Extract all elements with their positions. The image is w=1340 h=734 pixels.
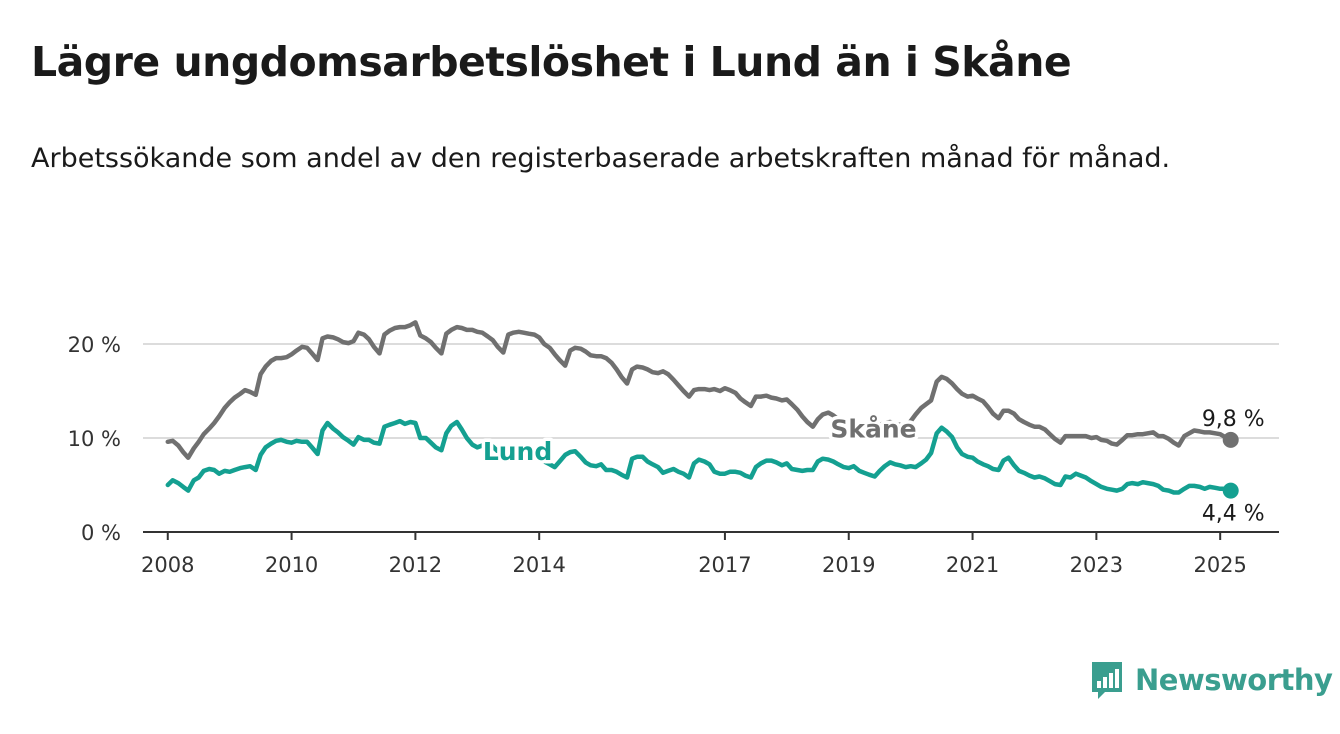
x-tick-label: 2023: [1070, 553, 1123, 577]
series-name-label-skåne: Skåne: [830, 415, 916, 444]
series-name-label-lund: Lund: [483, 437, 552, 466]
series-end-label-skåne: 9,8 %: [1202, 407, 1265, 432]
series-end-point-lund: [1222, 482, 1239, 499]
x-tick-label: 2021: [946, 553, 999, 577]
x-tick-label: 2012: [389, 553, 442, 577]
y-tick-label: 0 %: [81, 521, 121, 545]
x-tick-label: 2008: [141, 553, 194, 577]
y-tick-label: 20 %: [68, 333, 121, 357]
gridlines: [143, 343, 1279, 533]
x-tick-label: 2019: [822, 553, 875, 577]
series-end-label-lund: 4,4 %: [1202, 502, 1265, 527]
line-chart: 0 % 10 % 20 % 2008 2010 2012 2014 2017 2019 2021…: [68, 320, 1279, 577]
x-tick-label: 2017: [698, 553, 751, 577]
y-axis-ticks: 0 % 10 % 20 %: [68, 333, 121, 545]
page-subtitle: Arbetssökande som andel av den registerb…: [31, 143, 1171, 174]
logo-text: Newsworthy: [1135, 663, 1333, 697]
page-title: Lägre ungdomsarbetslöshet i Lund än i Sk…: [31, 38, 1072, 86]
x-axis-ticks: 2008 2010 2012 2014 2017 2019 2021 2023 2025: [141, 532, 1247, 577]
x-tick-label: 2025: [1193, 553, 1246, 577]
x-tick-label: 2010: [265, 553, 318, 577]
y-tick-label: 10 %: [68, 427, 121, 451]
series-lines: [165, 320, 1239, 499]
series-labels: 9,8 % 4,4 % Skåne Lund: [479, 404, 1267, 529]
bar-chart-logo-icon: [1092, 662, 1122, 699]
newsworthy-logo: Newsworthy: [1089, 660, 1333, 700]
x-tick-label: 2014: [512, 553, 565, 577]
series-end-point-skåne: [1222, 431, 1239, 448]
series-line-skåne: [165, 320, 1233, 460]
series-line-lund: [165, 418, 1233, 495]
